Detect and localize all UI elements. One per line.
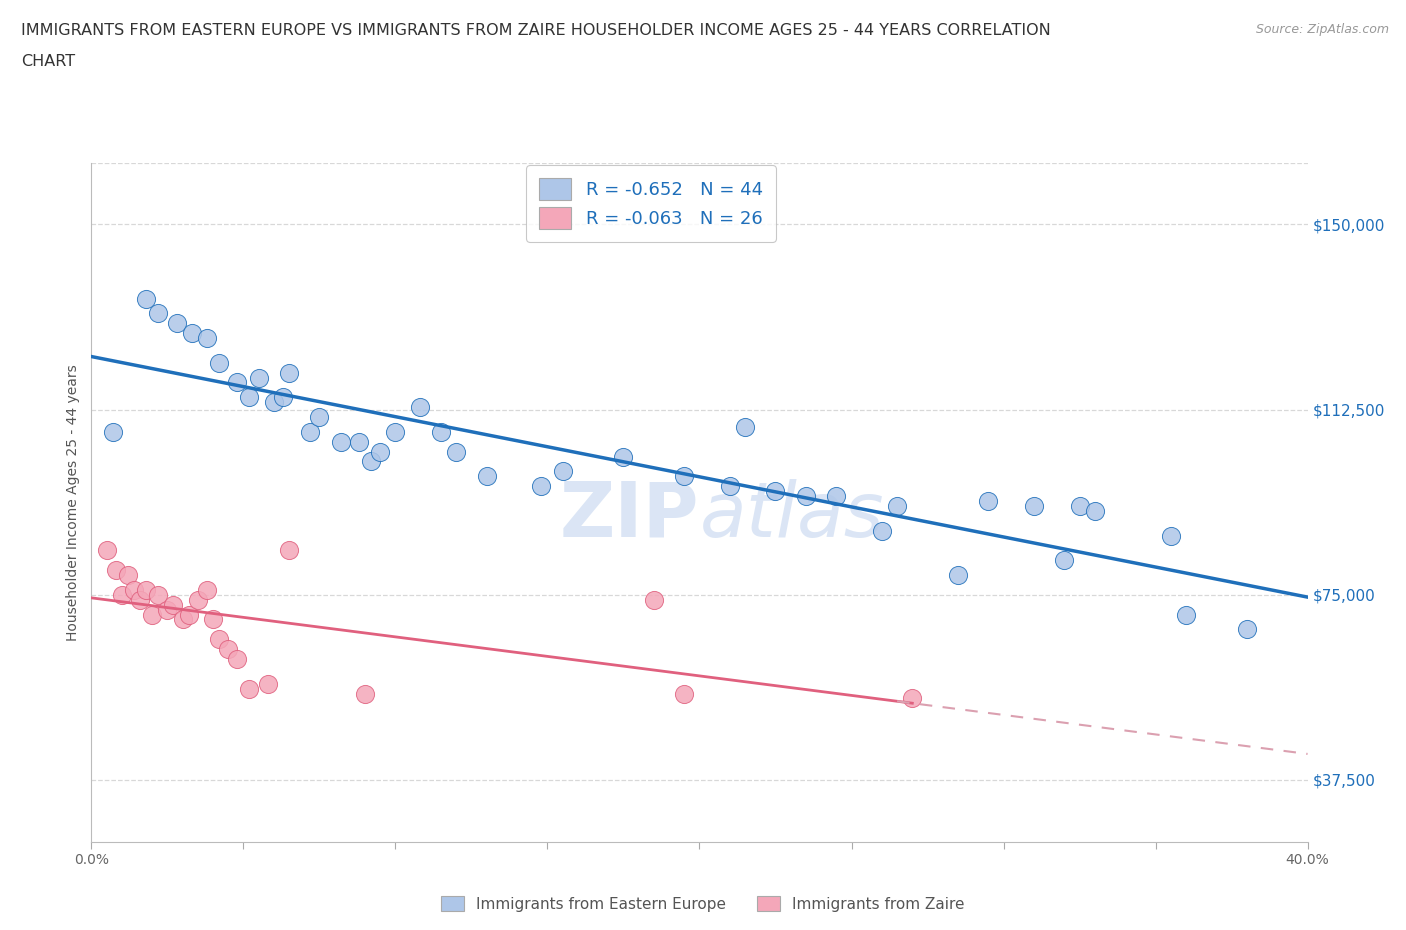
- Point: [1084, 503, 1107, 518]
- Point: [308, 409, 330, 424]
- Point: [347, 434, 370, 449]
- Point: [217, 642, 239, 657]
- Point: [202, 612, 225, 627]
- Point: [551, 464, 574, 479]
- Point: [673, 686, 696, 701]
- Legend: R = -0.652   N = 44, R = -0.063   N = 26: R = -0.652 N = 44, R = -0.063 N = 26: [526, 165, 776, 242]
- Text: CHART: CHART: [21, 54, 75, 69]
- Point: [901, 691, 924, 706]
- Point: [354, 686, 377, 701]
- Point: [278, 365, 301, 380]
- Point: [101, 424, 124, 439]
- Point: [187, 592, 209, 607]
- Point: [141, 607, 163, 622]
- Point: [1174, 607, 1197, 622]
- Point: [226, 652, 249, 667]
- Point: [226, 375, 249, 390]
- Point: [156, 602, 179, 617]
- Point: [195, 330, 218, 345]
- Point: [612, 449, 634, 464]
- Point: [870, 524, 893, 538]
- Point: [278, 543, 301, 558]
- Point: [825, 488, 848, 503]
- Point: [1160, 528, 1182, 543]
- Legend: Immigrants from Eastern Europe, Immigrants from Zaire: Immigrants from Eastern Europe, Immigran…: [436, 889, 970, 918]
- Text: ZIP: ZIP: [560, 479, 699, 552]
- Point: [238, 390, 260, 405]
- Point: [172, 612, 194, 627]
- Point: [208, 355, 231, 370]
- Point: [643, 592, 665, 607]
- Point: [444, 445, 467, 459]
- Point: [111, 588, 134, 603]
- Point: [368, 445, 391, 459]
- Point: [180, 326, 202, 340]
- Point: [1069, 498, 1091, 513]
- Point: [148, 588, 170, 603]
- Point: [104, 563, 127, 578]
- Point: [135, 291, 157, 306]
- Point: [329, 434, 352, 449]
- Point: [117, 567, 139, 582]
- Text: atlas: atlas: [699, 479, 884, 552]
- Point: [256, 676, 278, 691]
- Point: [360, 454, 382, 469]
- Point: [886, 498, 908, 513]
- Point: [946, 567, 969, 582]
- Point: [299, 424, 322, 439]
- Point: [1053, 552, 1076, 567]
- Text: IMMIGRANTS FROM EASTERN EUROPE VS IMMIGRANTS FROM ZAIRE HOUSEHOLDER INCOME AGES : IMMIGRANTS FROM EASTERN EUROPE VS IMMIGR…: [21, 23, 1050, 38]
- Point: [162, 597, 184, 612]
- Point: [195, 582, 218, 597]
- Point: [247, 370, 270, 385]
- Point: [977, 494, 1000, 509]
- Point: [718, 479, 741, 494]
- Y-axis label: Householder Income Ages 25 - 44 years: Householder Income Ages 25 - 44 years: [66, 364, 80, 641]
- Point: [475, 469, 498, 484]
- Point: [122, 582, 145, 597]
- Text: Source: ZipAtlas.com: Source: ZipAtlas.com: [1256, 23, 1389, 36]
- Point: [530, 479, 553, 494]
- Point: [409, 400, 432, 415]
- Point: [238, 681, 260, 696]
- Point: [135, 582, 157, 597]
- Point: [673, 469, 696, 484]
- Point: [148, 306, 170, 321]
- Point: [1022, 498, 1045, 513]
- Point: [177, 607, 200, 622]
- Point: [271, 390, 294, 405]
- Point: [430, 424, 453, 439]
- Point: [208, 631, 231, 646]
- Point: [1236, 622, 1258, 637]
- Point: [166, 316, 188, 331]
- Point: [765, 484, 787, 498]
- Point: [129, 592, 152, 607]
- Point: [384, 424, 406, 439]
- Point: [734, 419, 756, 434]
- Point: [263, 394, 285, 409]
- Point: [96, 543, 118, 558]
- Point: [794, 488, 817, 503]
